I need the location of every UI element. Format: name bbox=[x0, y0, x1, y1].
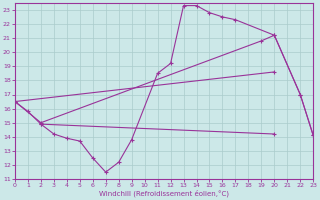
X-axis label: Windchill (Refroidissement éolien,°C): Windchill (Refroidissement éolien,°C) bbox=[99, 190, 229, 197]
